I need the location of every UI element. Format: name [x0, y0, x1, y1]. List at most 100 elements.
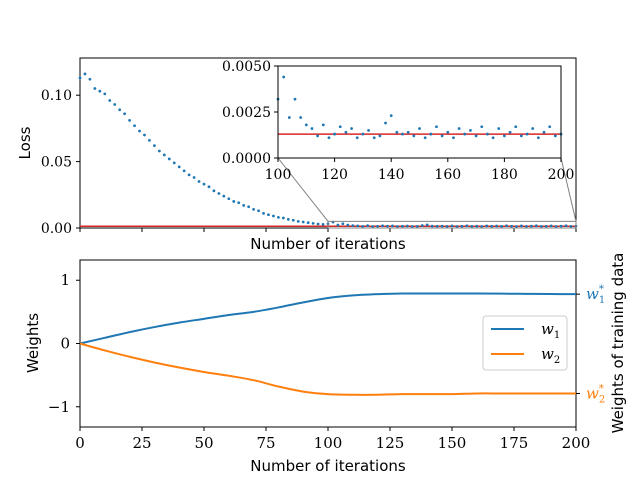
loss-point	[133, 124, 136, 128]
inset-x-tick-label: 200	[548, 167, 575, 183]
weight-line-w2	[79, 342, 576, 396]
loss-point	[252, 208, 256, 211]
loss-point	[485, 224, 489, 228]
loss-point	[187, 173, 191, 177]
loss-point	[272, 214, 275, 218]
loss-axes: 0.00 0.05 0.10 Number of iterations Loss	[16, 57, 578, 253]
loss-point	[157, 149, 161, 153]
inset-point	[282, 75, 286, 79]
loss-point	[455, 225, 459, 228]
loss-point	[396, 225, 399, 228]
loss-point	[103, 92, 107, 96]
loss-point	[351, 224, 355, 228]
loss-point	[291, 218, 295, 222]
loss-point	[262, 211, 265, 215]
loss-point	[93, 87, 97, 90]
loss-point	[108, 99, 112, 102]
loss-point	[460, 224, 464, 228]
inset-y-tick-label: 0.0050	[222, 59, 271, 75]
loss-point	[505, 224, 508, 228]
inset-point	[299, 116, 303, 119]
inset-y-tick-label: 0.0025	[222, 105, 271, 121]
loss-point	[520, 224, 523, 228]
loss-point	[376, 224, 379, 228]
loss-point	[490, 224, 494, 228]
inset-point	[429, 132, 433, 136]
weights-axes: −1 0 1 0 25 50 75 100 125 150 175 200 w* 1 w* 2 Numbe…	[24, 253, 627, 475]
weights-right-ticks: w* 1 w* 2	[576, 284, 605, 405]
inset-point	[293, 97, 297, 101]
loss-point	[510, 224, 513, 228]
inset-point	[553, 134, 557, 138]
loss-point	[529, 224, 533, 228]
weights-x-tick-label: 100	[314, 434, 343, 452]
inset-points	[276, 75, 563, 140]
loss-point	[167, 157, 171, 161]
loss-point	[559, 224, 563, 228]
loss-x-ticks	[79, 228, 577, 232]
loss-point	[525, 225, 528, 228]
inset-point	[344, 130, 348, 134]
loss-point	[381, 224, 384, 228]
weights-y-tick-label: −1	[48, 398, 70, 416]
inset-point	[406, 130, 410, 134]
inset-point	[367, 129, 370, 132]
loss-y-ticks: 0.00 0.05 0.10	[41, 88, 80, 237]
inset-x-tick-label: 160	[434, 167, 461, 183]
loss-point	[78, 76, 82, 80]
loss-point	[500, 225, 503, 228]
loss-y-tick-label: 0.10	[41, 88, 72, 104]
loss-point	[197, 180, 201, 183]
inset-point	[480, 125, 484, 129]
weights-y-tick-label: 0	[60, 335, 70, 353]
loss-point	[217, 192, 221, 195]
loss-point	[415, 225, 419, 228]
inset-point	[401, 132, 404, 136]
loss-point	[410, 225, 414, 228]
weights-x-tick-label: 25	[132, 434, 151, 452]
loss-point	[113, 103, 117, 106]
loss-point	[212, 189, 216, 193]
inset-point	[525, 132, 529, 136]
loss-point	[148, 138, 151, 142]
inset-point	[440, 134, 444, 138]
loss-point	[143, 133, 146, 137]
loss-point	[425, 223, 429, 227]
loss-point	[564, 224, 568, 228]
loss-point	[257, 209, 260, 213]
inset-point	[519, 134, 523, 138]
weights-y-label: Weights	[24, 313, 42, 373]
zoom-connector-left	[277, 157, 329, 222]
loss-point	[232, 200, 236, 203]
loss-point	[346, 223, 350, 227]
inset-point	[548, 125, 552, 129]
loss-point	[356, 224, 360, 228]
weights-y-tick-label: 1	[60, 271, 70, 289]
loss-point	[534, 224, 538, 228]
loss-point	[83, 72, 87, 76]
inset-point	[389, 114, 393, 118]
loss-point	[569, 225, 573, 228]
inset-point	[531, 127, 535, 130]
loss-point	[237, 201, 241, 205]
inset-point	[333, 132, 336, 136]
loss-point	[391, 224, 394, 228]
loss-point	[98, 89, 102, 93]
inset-point	[463, 132, 467, 136]
loss-point	[366, 224, 370, 228]
inset-y-ticks: 0.0000 0.0025 0.0050	[222, 59, 278, 167]
inset-point	[361, 132, 365, 136]
inset-point	[355, 136, 359, 140]
loss-point	[544, 224, 548, 228]
loss-point	[420, 224, 424, 227]
inset-point	[287, 116, 291, 119]
loss-point	[495, 224, 499, 228]
legend-label-w1: w1	[541, 320, 560, 341]
inset-x-tick-label: 140	[378, 167, 405, 183]
inset-point	[316, 134, 320, 138]
inset-background	[278, 66, 561, 158]
inset-point	[435, 125, 438, 129]
loss-point	[123, 112, 127, 116]
loss-y-tick-label: 0.00	[41, 221, 72, 237]
